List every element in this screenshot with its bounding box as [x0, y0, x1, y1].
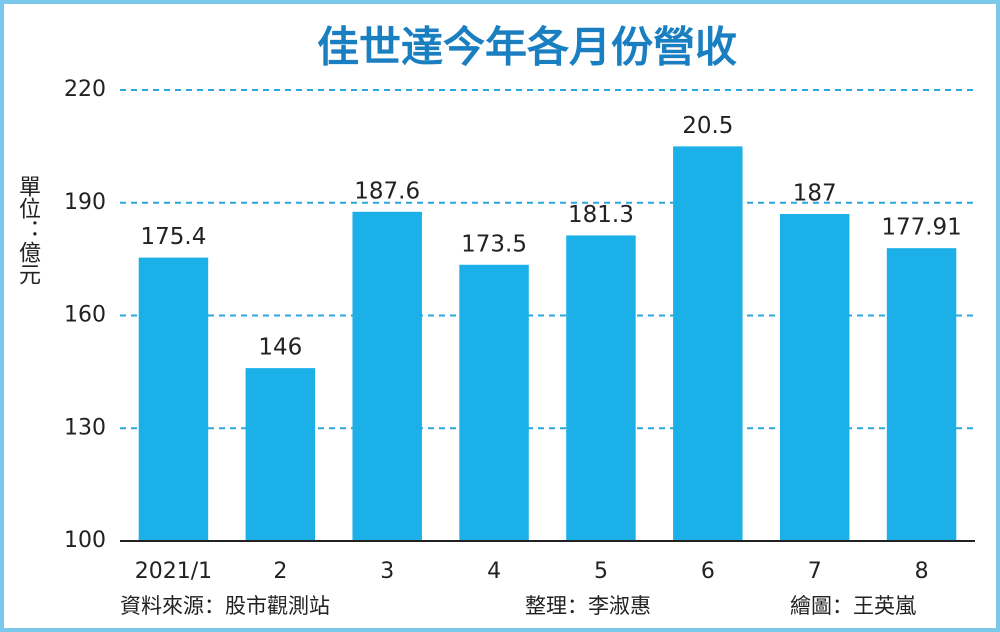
chart-title: 佳世達今年各月份營收 [317, 23, 737, 72]
y-axis-label: 單位：億元 [15, 175, 41, 285]
bar [673, 146, 743, 541]
x-tick-label: 4 [487, 559, 501, 584]
bar [352, 211, 422, 541]
value-label: 181.3 [568, 202, 634, 228]
value-label: 187 [793, 181, 837, 207]
bar [886, 248, 957, 542]
editor-note: 整理：李淑惠 [525, 594, 651, 618]
bar [779, 214, 850, 541]
x-tick-label: 3 [380, 559, 394, 584]
value-label: 173.5 [461, 231, 527, 257]
x-tick-label: 5 [594, 559, 608, 584]
x-tick-label: 2 [273, 559, 287, 584]
value-label: 177.91 [881, 215, 961, 241]
y-tick-label: 220 [64, 77, 106, 102]
value-label: 175.4 [141, 224, 207, 250]
bar [138, 257, 209, 541]
artist-note: 繪圖：王英嵐 [790, 594, 916, 618]
x-tick-label: 6 [701, 559, 715, 584]
value-label: 146 [258, 335, 302, 361]
y-tick-label: 160 [64, 303, 106, 328]
source-note: 資料來源：股市觀測站 [120, 594, 330, 618]
x-tick-label: 8 [915, 559, 929, 584]
bar [459, 264, 529, 541]
bar [245, 368, 316, 541]
value-label: 187.6 [354, 178, 420, 204]
x-tick-label: 7 [808, 559, 822, 584]
y-tick-label: 100 [64, 528, 106, 553]
x-tick-label: 2021/1 [135, 559, 212, 584]
y-tick-label: 190 [64, 190, 106, 215]
y-tick-label: 130 [64, 415, 106, 440]
bar [566, 235, 636, 541]
value-label: 20.5 [682, 113, 733, 139]
